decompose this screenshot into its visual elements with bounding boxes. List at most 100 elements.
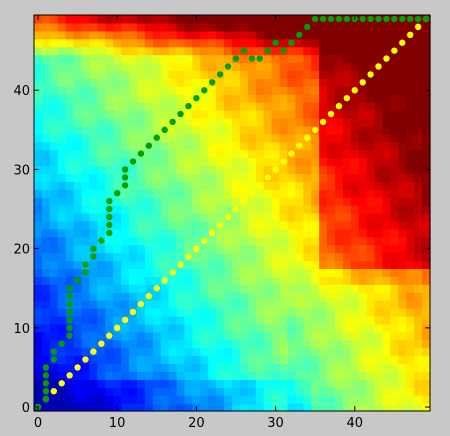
optimal-path-point	[383, 15, 390, 23]
heatmap-cell	[65, 149, 75, 159]
heatmap-cell	[279, 403, 289, 412]
heatmap-cell	[216, 189, 225, 198]
heatmap-cell	[334, 220, 344, 230]
heatmap-cell	[414, 371, 423, 380]
heatmap-cell	[358, 403, 368, 412]
heatmap-cell	[295, 292, 304, 301]
heatmap-cell	[295, 228, 304, 238]
heatmap-cell	[271, 347, 281, 357]
heatmap-cell	[121, 220, 130, 230]
heatmap-cell	[113, 339, 122, 349]
heatmap-cell	[97, 189, 106, 198]
heatmap-cell	[255, 292, 265, 301]
heatmap-cell	[295, 70, 304, 79]
heatmap-cell	[144, 363, 154, 372]
heatmap-cell	[89, 284, 98, 293]
heatmap-cell	[350, 363, 360, 372]
heatmap-cell	[41, 117, 51, 127]
heatmap-cell	[350, 46, 360, 56]
heatmap-cell	[303, 94, 312, 103]
heatmap-cell	[152, 323, 162, 333]
heatmap-cell	[398, 149, 407, 159]
heatmap-cell	[105, 70, 114, 79]
heatmap-cell	[129, 284, 138, 293]
heatmap-cell	[303, 165, 312, 174]
heatmap-cell	[129, 331, 138, 341]
heatmap-cell	[366, 371, 376, 380]
heatmap-cell	[160, 110, 170, 119]
heatmap-cell	[152, 355, 162, 365]
heatmap-cell	[271, 86, 281, 95]
heatmap-cell	[414, 292, 423, 301]
heatmap-cell	[97, 197, 106, 206]
heatmap-cell	[319, 331, 328, 341]
heatmap-cell	[113, 387, 122, 396]
heatmap-cell	[121, 15, 130, 24]
heatmap-cell	[342, 387, 352, 396]
heatmap-cell	[105, 173, 114, 182]
heatmap-cell	[105, 252, 114, 262]
heatmap-cell	[358, 236, 368, 246]
heatmap-cell	[65, 387, 75, 396]
heatmap-cell	[129, 125, 138, 135]
heatmap-cell	[263, 292, 273, 301]
heatmap-cell	[200, 189, 209, 198]
heatmap-cell	[271, 339, 281, 349]
heatmap-cell	[168, 308, 178, 317]
heatmap-cell	[374, 205, 384, 214]
heatmap-cell	[327, 347, 336, 357]
diagonal-path-point	[58, 380, 65, 387]
heatmap-cell	[144, 70, 154, 79]
heatmap-cell	[152, 220, 162, 230]
heatmap-cell	[97, 268, 106, 277]
heatmap-cell	[398, 157, 407, 167]
heatmap-cell	[398, 70, 407, 79]
heatmap-cell	[263, 205, 273, 214]
heatmap-cell	[271, 308, 281, 317]
heatmap-cell	[350, 284, 360, 293]
heatmap-cell	[144, 228, 154, 238]
x-tick-label: 40	[346, 416, 363, 431]
heatmap-cell	[160, 117, 170, 127]
heatmap-cell	[200, 197, 209, 206]
heatmap-cell	[136, 62, 146, 72]
heatmap-cell	[406, 78, 415, 87]
heatmap-cell	[41, 54, 51, 64]
heatmap-cell	[271, 46, 281, 56]
heatmap-cell	[366, 315, 376, 325]
heatmap-cell	[232, 197, 241, 206]
heatmap-cell	[121, 38, 130, 48]
heatmap-cell	[184, 197, 193, 206]
heatmap-cell	[176, 117, 186, 127]
heatmap-cell	[184, 133, 193, 143]
heatmap-cell	[398, 252, 407, 262]
heatmap-cell	[224, 355, 233, 365]
heatmap-cell	[422, 268, 431, 277]
heatmap-cell	[406, 347, 415, 357]
heatmap-cell	[271, 157, 281, 167]
heatmap-cell	[406, 268, 415, 277]
heatmap-cell	[136, 363, 146, 372]
heatmap-cell	[105, 292, 114, 301]
heatmap-cell	[263, 54, 273, 64]
heatmap-cell	[57, 46, 67, 56]
heatmap-cell	[279, 197, 289, 206]
heatmap-cell	[406, 165, 415, 174]
heatmap-cell	[239, 347, 249, 357]
heatmap-cell	[224, 38, 233, 48]
heatmap-cell	[136, 371, 146, 380]
heatmap-cell	[414, 308, 423, 317]
heatmap-cell	[168, 205, 178, 214]
heatmap-cell	[65, 78, 75, 87]
diagonal-path-point	[106, 332, 113, 339]
heatmap-cell	[390, 363, 399, 372]
heatmap-cell	[263, 78, 273, 87]
heatmap-cell	[358, 62, 368, 72]
heatmap-cell	[255, 15, 265, 24]
heatmap-cell	[390, 355, 399, 365]
heatmap-cell	[184, 173, 193, 182]
heatmap-cell	[239, 371, 249, 380]
heatmap-cell	[319, 70, 328, 79]
heatmap-cell	[136, 355, 146, 365]
heatmap-cell	[216, 268, 225, 277]
